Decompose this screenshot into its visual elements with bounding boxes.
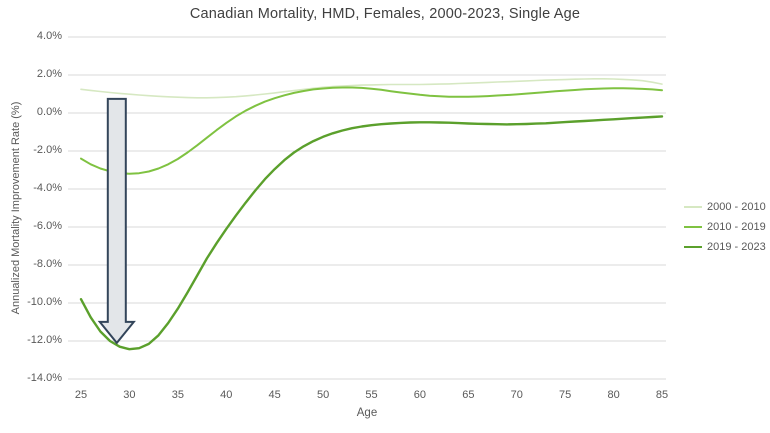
x-tick-label: 45	[268, 389, 281, 401]
x-axis-title: Age	[356, 407, 378, 419]
y-tick-label: 4.0%	[36, 30, 62, 42]
legend-label: 2000 - 2010	[707, 201, 766, 213]
x-tick-label: 75	[559, 389, 572, 401]
x-tick-label: 60	[413, 389, 427, 401]
series-line-2000-2010	[80, 78, 663, 99]
legend-item: 2000 - 2010	[684, 197, 766, 217]
annotations	[97, 97, 136, 345]
legend-label: 2019 - 2023	[707, 241, 766, 253]
y-tick-label: -4.0%	[33, 182, 62, 194]
y-tick-label: -8.0%	[33, 258, 62, 270]
x-tick-label: 65	[462, 389, 475, 401]
legend-line-swatch	[684, 226, 702, 228]
x-tick-label: 85	[655, 389, 669, 401]
gridlines	[68, 36, 666, 380]
x-tick-label: 35	[171, 389, 184, 401]
x-tick-label: 40	[220, 389, 233, 401]
legend-line-swatch	[684, 245, 702, 249]
series-line-2019-2023	[79, 115, 664, 351]
x-tick-label: 50	[316, 389, 330, 401]
chart-title: Canadian Mortality, HMD, Females, 2000-2…	[189, 6, 581, 22]
x-tick-label: 70	[510, 389, 523, 401]
y-tick-label: -2.0%	[33, 144, 62, 156]
series-lines	[79, 78, 664, 351]
legend: 2000 - 2010 2010 - 2019 2019 - 2023	[684, 197, 766, 257]
x-tick-label: 80	[607, 389, 620, 401]
x-tick-label: 30	[123, 389, 136, 401]
series-line-2010-2019	[80, 86, 663, 175]
legend-item: 2019 - 2023	[684, 237, 766, 257]
legend-item: 2010 - 2019	[684, 217, 766, 237]
legend-line-swatch	[684, 206, 702, 208]
x-tick-label: 25	[74, 389, 88, 401]
y-tick-label: -6.0%	[33, 220, 62, 232]
y-tick-label: 2.0%	[36, 68, 62, 80]
down-arrow-annotation	[97, 97, 136, 345]
y-tick-label: -14.0%	[27, 372, 62, 384]
y-tick-label: 0.0%	[36, 106, 62, 118]
y-tick-label: -12.0%	[27, 334, 62, 346]
legend-label: 2010 - 2019	[707, 221, 766, 233]
y-tick-label: -10.0%	[27, 296, 62, 308]
x-tick-label: 55	[365, 389, 378, 401]
